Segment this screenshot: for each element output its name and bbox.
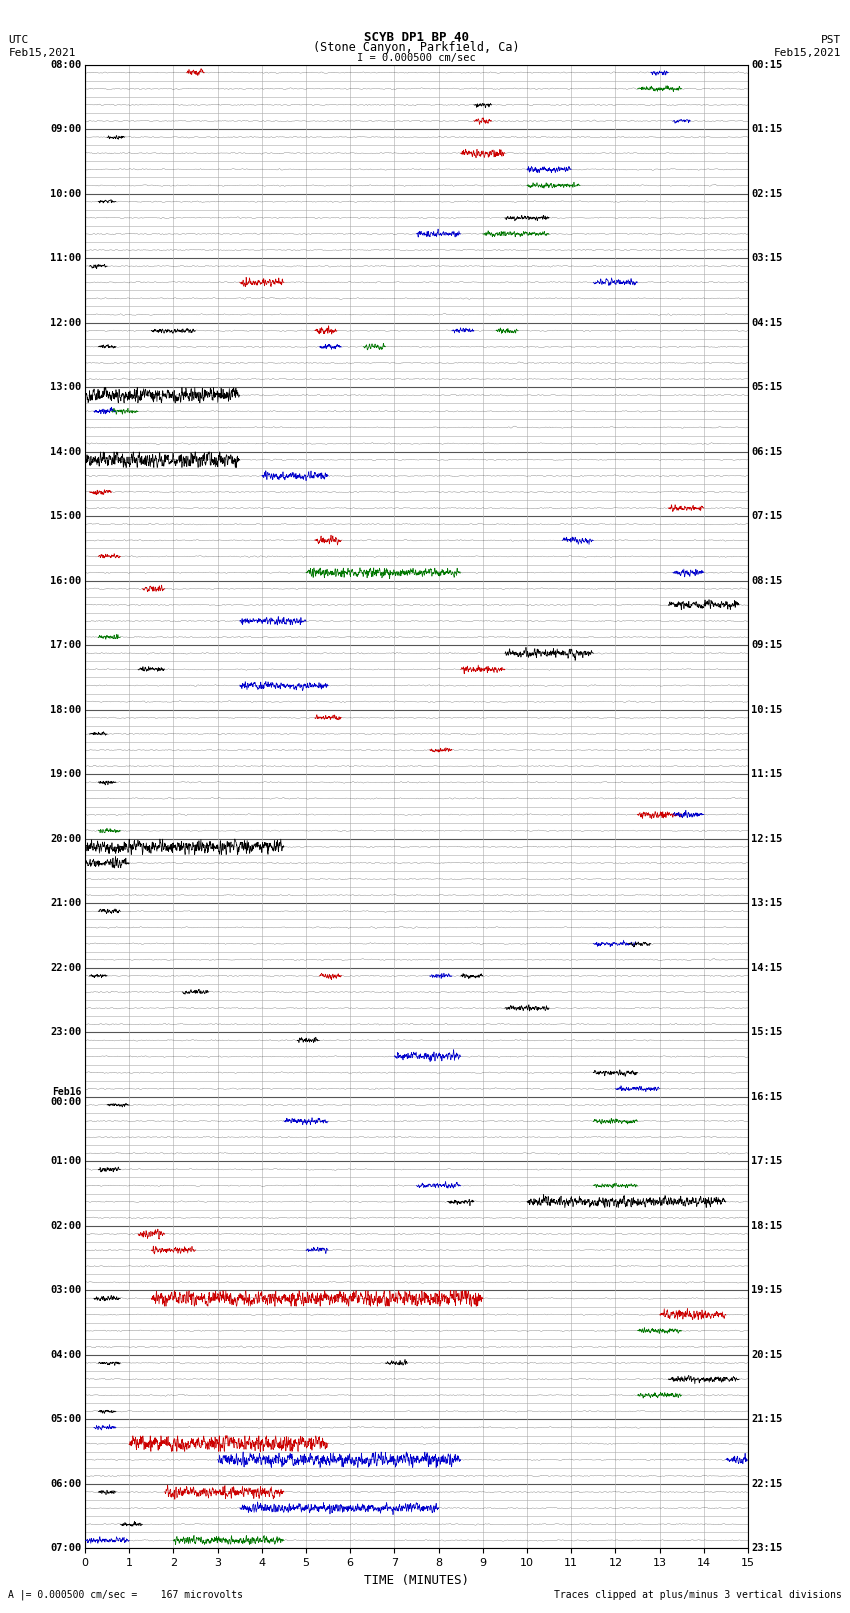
Text: 22:15: 22:15 xyxy=(751,1479,783,1489)
Text: 13:00: 13:00 xyxy=(50,382,82,392)
X-axis label: TIME (MINUTES): TIME (MINUTES) xyxy=(364,1574,469,1587)
Text: 20:15: 20:15 xyxy=(751,1350,783,1360)
Text: 04:15: 04:15 xyxy=(751,318,783,327)
Text: 19:00: 19:00 xyxy=(50,769,82,779)
Text: 05:00: 05:00 xyxy=(50,1415,82,1424)
Text: 06:00: 06:00 xyxy=(50,1479,82,1489)
Text: 10:00: 10:00 xyxy=(50,189,82,198)
Text: 01:15: 01:15 xyxy=(751,124,783,134)
Text: 02:00: 02:00 xyxy=(50,1221,82,1231)
Text: 11:00: 11:00 xyxy=(50,253,82,263)
Text: PST: PST xyxy=(821,35,842,45)
Text: 16:15: 16:15 xyxy=(751,1092,783,1102)
Text: I = 0.000500 cm/sec: I = 0.000500 cm/sec xyxy=(357,53,476,63)
Text: (Stone Canyon, Parkfield, Ca): (Stone Canyon, Parkfield, Ca) xyxy=(313,40,520,53)
Text: 15:00: 15:00 xyxy=(50,511,82,521)
Text: 20:00: 20:00 xyxy=(50,834,82,844)
Text: 10:15: 10:15 xyxy=(751,705,783,715)
Text: SCYB DP1 BP 40: SCYB DP1 BP 40 xyxy=(364,31,469,44)
Text: 23:15: 23:15 xyxy=(751,1544,783,1553)
Text: Traces clipped at plus/minus 3 vertical divisions: Traces clipped at plus/minus 3 vertical … xyxy=(553,1590,842,1600)
Text: 14:00: 14:00 xyxy=(50,447,82,456)
Text: 02:15: 02:15 xyxy=(751,189,783,198)
Text: 09:15: 09:15 xyxy=(751,640,783,650)
Text: 00:00: 00:00 xyxy=(50,1097,82,1107)
Text: Feb16: Feb16 xyxy=(53,1087,82,1097)
Text: 08:00: 08:00 xyxy=(50,60,82,69)
Text: 03:15: 03:15 xyxy=(751,253,783,263)
Text: 16:00: 16:00 xyxy=(50,576,82,586)
Text: 17:00: 17:00 xyxy=(50,640,82,650)
Text: 15:15: 15:15 xyxy=(751,1027,783,1037)
Text: 11:15: 11:15 xyxy=(751,769,783,779)
Text: 13:15: 13:15 xyxy=(751,898,783,908)
Text: 04:00: 04:00 xyxy=(50,1350,82,1360)
Text: 22:00: 22:00 xyxy=(50,963,82,973)
Text: 08:15: 08:15 xyxy=(751,576,783,586)
Text: 18:00: 18:00 xyxy=(50,705,82,715)
Text: 06:15: 06:15 xyxy=(751,447,783,456)
Text: 12:00: 12:00 xyxy=(50,318,82,327)
Text: 17:15: 17:15 xyxy=(751,1157,783,1166)
Text: 07:15: 07:15 xyxy=(751,511,783,521)
Text: 19:15: 19:15 xyxy=(751,1286,783,1295)
Text: 00:15: 00:15 xyxy=(751,60,783,69)
Text: 01:00: 01:00 xyxy=(50,1157,82,1166)
Text: 12:15: 12:15 xyxy=(751,834,783,844)
Text: Feb15,2021: Feb15,2021 xyxy=(8,48,76,58)
Text: 03:00: 03:00 xyxy=(50,1286,82,1295)
Text: 09:00: 09:00 xyxy=(50,124,82,134)
Text: A |= 0.000500 cm/sec =    167 microvolts: A |= 0.000500 cm/sec = 167 microvolts xyxy=(8,1589,243,1600)
Text: 21:00: 21:00 xyxy=(50,898,82,908)
Text: UTC: UTC xyxy=(8,35,29,45)
Text: Feb15,2021: Feb15,2021 xyxy=(774,48,842,58)
Text: 14:15: 14:15 xyxy=(751,963,783,973)
Text: 05:15: 05:15 xyxy=(751,382,783,392)
Text: 23:00: 23:00 xyxy=(50,1027,82,1037)
Text: 07:00: 07:00 xyxy=(50,1544,82,1553)
Text: 21:15: 21:15 xyxy=(751,1415,783,1424)
Text: 18:15: 18:15 xyxy=(751,1221,783,1231)
